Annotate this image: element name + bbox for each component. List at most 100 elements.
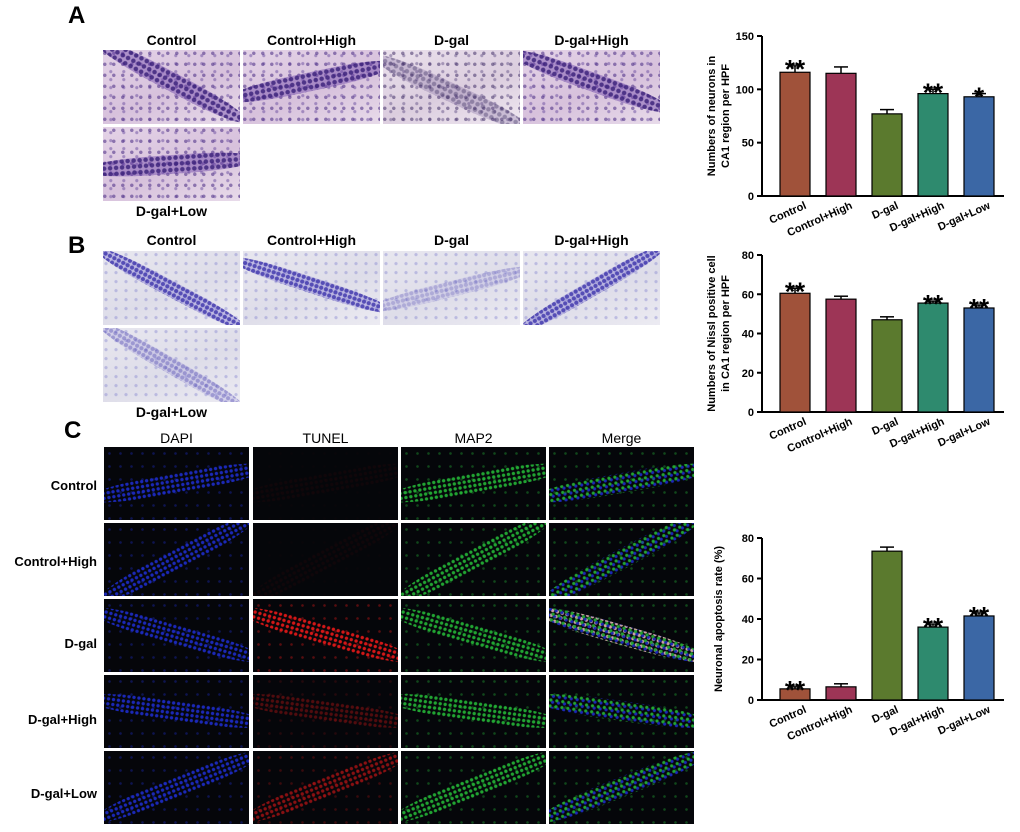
significance-label: ** [923,289,944,319]
panel-c-col-dapi: DAPI [160,430,193,446]
bar-control-high [825,298,857,413]
panel-c-row-control-high: Control+High [14,554,97,569]
fluo-control-high-dapi [104,523,249,596]
nissl-image-dgal [383,251,520,325]
x-tick-label: D-gal [870,416,900,438]
fluo-background-speckle [401,523,546,596]
bar-d-gal [871,550,903,701]
x-tick-label: D-gal+Low [936,416,992,450]
panel-a-label-dgal-high: D-gal+High [554,32,629,48]
y-tick-label: 80 [742,533,754,545]
panel-a-label-control: Control [146,32,197,48]
bar-d-gal-high [917,626,949,701]
fluo-dgal-low-dapi [104,751,249,824]
fluo-dgal-dapi [104,599,249,672]
y-tick-label: 60 [742,289,754,301]
y-tick-label: 40 [742,329,754,341]
fluo-dgal-low-map2 [401,751,546,824]
fluo-background-speckle [253,523,398,596]
fluo-control-high-merge [549,523,694,596]
bar-d-gal [871,319,903,413]
bar-control [779,71,811,197]
fluo-background-speckle [104,751,249,824]
fluo-background-speckle [549,523,694,596]
nissl-image-control-high [243,251,380,325]
nissl-image-control [103,251,240,325]
x-tick-label: D-gal [870,200,900,222]
fluo-background-speckle [401,447,546,520]
significance-label: * [974,82,985,112]
y-tick-label: 100 [736,84,754,96]
y-axis-label: Numbers of neurons in CA1 region per HPF [706,56,732,177]
bar-control-high [825,686,857,701]
y-tick-label: 20 [742,655,754,667]
x-tick-label: D-gal+Low [936,200,992,234]
panel-c-row-control: Control [50,478,97,493]
fluo-dgal-low-merge [549,751,694,824]
significance-label: ** [969,601,990,631]
y-tick-label: 0 [748,407,754,419]
y-axis-label-line: CA1 region per HPF [720,64,732,168]
fluo-control-map2 [401,447,546,520]
fluo-background-speckle [549,447,694,520]
panel-c-row-dgal-high: D-gal+High [28,712,97,727]
bar-d-gal [871,113,903,197]
y-tick-label: 150 [736,31,754,43]
significance-label: ** [969,293,990,323]
fluo-background-speckle [549,751,694,824]
fluo-dgal-high-dapi [104,675,249,748]
fluo-background-speckle [401,599,546,672]
fluo-background-speckle [549,675,694,748]
fluo-control-high-tunel [253,523,398,596]
bar-d-gal-high [917,92,949,197]
chart-apoptosis: 0 20 40 60 80 Neuronal apoptosis rate (%) ** Co… [700,522,1015,743]
he-image-dgal-high [523,50,660,124]
significance-label: ** [923,612,944,642]
panel-c-letter: C [64,417,82,444]
fluo-dgal-high-tunel [253,675,398,748]
panel-b-letter: B [68,232,86,259]
fluo-control-high-map2 [401,523,546,596]
panel-b-label-dgal: D-gal [434,232,469,248]
nissl-image-dgal-low [103,328,240,402]
panel-b-label-dgal-high: D-gal+High [554,232,629,248]
fluo-background-speckle [401,751,546,824]
panel-a-label-dgal: D-gal [434,32,469,48]
fluo-background-speckle [104,523,249,596]
panel-b-label-control: Control [146,232,197,248]
he-image-dgal [383,50,520,124]
fluo-dgal-high-merge [549,675,694,748]
y-tick-label: 0 [748,695,754,707]
bar-control [779,292,811,413]
fluo-background-speckle [253,751,398,824]
y-axis-label-line: in CA1 region per HPF [720,275,732,392]
fluo-background-speckle [253,447,398,520]
bar-control [779,688,811,701]
y-axis-label: Neuronal apoptosis rate (%) [713,546,725,692]
fluo-control-dapi [104,447,249,520]
x-tick-label: D-gal [870,704,900,726]
fluo-background-speckle [104,675,249,748]
fluo-dgal-merge [549,599,694,672]
y-tick-label: 20 [742,368,754,380]
bar-d-gal-low [963,96,995,197]
y-tick-label: 0 [748,191,754,203]
fluo-control-merge [549,447,694,520]
significance-label: ** [923,77,944,107]
panel-c-row-dgal: D-gal [64,636,98,651]
chart-neurons: 0 50 100 150 Numbers of neurons in CA1 region… [700,18,1015,239]
panel-c-col-tunel: TUNEL [302,430,349,446]
bar-d-gal-low [963,307,995,413]
significance-label: ** [785,675,806,705]
panel-b-label-control-high: Control+High [266,232,357,248]
bar-d-gal-low [963,615,995,701]
fluo-background-speckle [401,675,546,748]
significance-label: ** [785,54,806,84]
y-tick-label: 60 [742,574,754,586]
fluo-control-tunel [253,447,398,520]
fluo-background-speckle [104,447,249,520]
nissl-image-dgal-high [523,251,660,325]
fluo-background-speckle [253,675,398,748]
chart-neurons-svg: 0 50 100 150 Numbers of neurons in CA1 region… [706,31,1004,239]
chart-nissl-svg: 0 20 40 60 80 Numbers of Nissl positive cell i… [706,250,1004,455]
